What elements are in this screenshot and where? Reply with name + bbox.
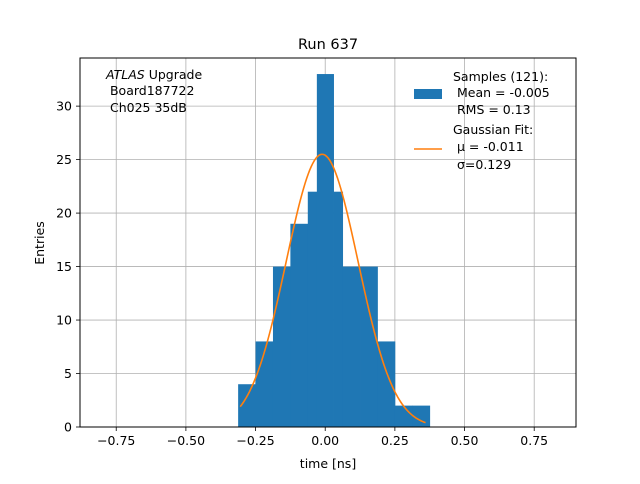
y-tick-label: 0 xyxy=(64,420,72,435)
chart-title: Run 637 xyxy=(298,37,358,53)
histogram-bar xyxy=(307,191,318,427)
atlas-italic: ATLAS xyxy=(105,67,145,82)
gaussian-fit-curve xyxy=(239,153,426,424)
x-tick-label: 0.75 xyxy=(520,433,548,448)
histogram-bars xyxy=(238,74,431,427)
histogram-bar xyxy=(333,191,344,427)
y-tick-label: 25 xyxy=(56,152,72,167)
histogram-bar xyxy=(394,405,413,427)
histogram-bar xyxy=(360,266,378,427)
gaussian-fit xyxy=(239,153,426,424)
y-tick-label: 10 xyxy=(56,313,72,328)
legend-samples-swatch xyxy=(414,89,442,99)
legend-fit-line-2: μ = -0.011 xyxy=(453,139,524,154)
x-tick-label: 0.00 xyxy=(311,433,339,448)
x-tick-label: 0.50 xyxy=(451,433,479,448)
histogram-bar xyxy=(272,266,291,427)
histogram-bar xyxy=(342,266,361,427)
y-axis-label: Entries xyxy=(32,221,47,265)
legend: Samples (121): Mean = -0.005 RMS = 0.13 … xyxy=(414,69,550,172)
legend-samples-line-1: Samples (121): xyxy=(453,69,548,84)
y-tick-label: 20 xyxy=(56,206,72,221)
histogram-bar xyxy=(316,74,334,427)
histogram-bar xyxy=(238,384,256,427)
atlas-label: ATLAS Upgrade xyxy=(105,67,202,82)
histogram-bar xyxy=(377,341,396,427)
histogram-bar xyxy=(255,341,274,427)
x-tick-label: −0.50 xyxy=(167,433,205,448)
x-tick-label: 0.25 xyxy=(381,433,409,448)
x-axis-ticks: −0.75 −0.50 −0.25 0.00 0.25 0.50 0.75 xyxy=(97,427,548,448)
legend-fit-line-1: Gaussian Fit: xyxy=(453,122,533,137)
atlas-annotation: ATLAS Upgrade Board187722 Ch025 35dB xyxy=(105,67,202,115)
y-tick-label: 30 xyxy=(56,99,72,114)
histogram-bar xyxy=(290,223,309,427)
atlas-upgrade: Upgrade xyxy=(145,67,203,82)
board-label: Board187722 xyxy=(106,83,194,98)
legend-samples-line-2: Mean = -0.005 xyxy=(453,85,550,100)
x-axis-label: time [ns] xyxy=(300,456,356,471)
x-tick-label: −0.25 xyxy=(236,433,274,448)
y-tick-label: 15 xyxy=(56,259,72,274)
y-axis-ticks: 0 5 10 15 20 25 30 xyxy=(56,99,80,435)
channel-label: Ch025 35dB xyxy=(106,100,187,115)
legend-samples-line-3: RMS = 0.13 xyxy=(453,102,531,117)
legend-fit-line-3: σ=0.129 xyxy=(453,157,511,172)
x-tick-label: −0.75 xyxy=(97,433,135,448)
histogram-bar xyxy=(412,405,431,427)
plot-frame xyxy=(79,57,577,428)
y-tick-label: 5 xyxy=(64,366,72,381)
